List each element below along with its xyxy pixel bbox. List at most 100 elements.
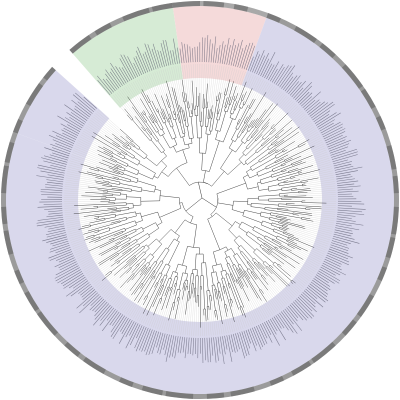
leaf-line — [314, 141, 324, 147]
leaf-line — [234, 71, 244, 96]
branch — [276, 215, 287, 218]
branch — [108, 237, 114, 241]
branch — [249, 174, 258, 179]
clade-band-segment — [294, 25, 317, 44]
leaf-line — [72, 152, 100, 163]
branch — [155, 247, 167, 263]
branch — [246, 168, 252, 172]
branch — [255, 134, 263, 142]
leaf-line — [311, 187, 336, 191]
leaf-label-mark — [102, 78, 114, 93]
leaf-label-mark — [36, 175, 64, 180]
branch — [209, 295, 212, 310]
leaf-label-mark — [55, 247, 71, 254]
branch — [222, 286, 226, 294]
leaf-line — [163, 294, 174, 332]
leaf-line — [129, 302, 138, 317]
branch-arc — [253, 261, 256, 264]
leaf-line — [173, 66, 182, 108]
branch — [218, 109, 220, 114]
branch — [259, 290, 267, 302]
leaf-label-mark — [337, 205, 352, 207]
leaf-label-mark — [81, 287, 94, 298]
branch — [210, 105, 213, 119]
branch — [103, 151, 113, 157]
branch — [157, 131, 161, 137]
branch — [225, 258, 229, 264]
branch — [244, 270, 251, 279]
branch — [229, 283, 239, 310]
branch — [170, 118, 174, 127]
branch — [262, 274, 267, 280]
leaf-line — [72, 242, 90, 249]
leaf-line — [176, 299, 183, 334]
branch — [250, 272, 257, 280]
leaf-label-mark — [52, 139, 73, 148]
leaf-label-mark — [299, 295, 317, 313]
leaf-label-mark — [151, 331, 160, 354]
branch — [225, 246, 229, 251]
leaf-line — [130, 82, 141, 99]
branch — [116, 207, 129, 209]
branch — [271, 112, 289, 129]
branch — [190, 116, 194, 139]
leaf-label-mark — [245, 45, 255, 71]
leaf-label-mark — [66, 112, 85, 125]
leaf-line — [208, 64, 214, 110]
leaf-label-mark — [235, 333, 240, 350]
branch — [116, 261, 120, 265]
leaf-line — [111, 280, 132, 304]
branch — [145, 157, 157, 166]
leaf-label-mark — [315, 274, 329, 283]
leaf-label-mark — [204, 37, 206, 63]
leaf-line — [113, 95, 125, 109]
branch-arc — [145, 295, 148, 297]
branch — [150, 139, 162, 153]
leaf-line — [81, 255, 102, 267]
branch-arc — [176, 147, 190, 153]
branch — [143, 244, 147, 248]
branch-arc — [120, 166, 122, 168]
leaf-line — [182, 314, 186, 335]
branch — [231, 209, 244, 214]
branch — [281, 184, 303, 189]
branch — [173, 110, 175, 115]
leaf-label-mark — [43, 203, 63, 205]
branch — [276, 146, 299, 159]
leaf-line — [305, 228, 332, 236]
branch — [122, 248, 131, 255]
leaf-line — [259, 269, 289, 304]
branch-arc — [128, 237, 131, 240]
leaf-line — [116, 290, 130, 308]
branch — [133, 260, 147, 275]
branch — [164, 286, 169, 297]
leaf-line — [219, 66, 229, 110]
branch-arc — [245, 147, 248, 150]
leaf-line — [295, 283, 303, 290]
branch — [268, 189, 282, 192]
leaf-label-mark — [109, 71, 121, 88]
leaf-line — [255, 80, 266, 100]
leaf-line — [78, 239, 121, 261]
branch — [224, 251, 228, 258]
branch — [274, 154, 289, 162]
leaf-label-mark — [121, 67, 131, 82]
leaf-line — [79, 243, 116, 263]
leaf-label-mark — [165, 39, 172, 66]
leaf-line — [274, 281, 292, 301]
branch — [114, 247, 119, 251]
leaf-line — [73, 242, 95, 251]
leaf-label-mark — [331, 242, 350, 249]
leaf-label-mark — [335, 225, 360, 231]
branch — [262, 220, 272, 225]
branch-arc — [162, 285, 164, 287]
branch-arc — [184, 219, 197, 225]
branch-arc — [118, 145, 120, 147]
leaf-line — [306, 181, 335, 186]
leaf-line — [216, 65, 223, 96]
leaf-label-mark — [172, 335, 177, 357]
branch — [235, 81, 247, 111]
branch — [237, 118, 240, 124]
leaf-label-mark — [224, 37, 230, 65]
branch — [83, 229, 99, 235]
